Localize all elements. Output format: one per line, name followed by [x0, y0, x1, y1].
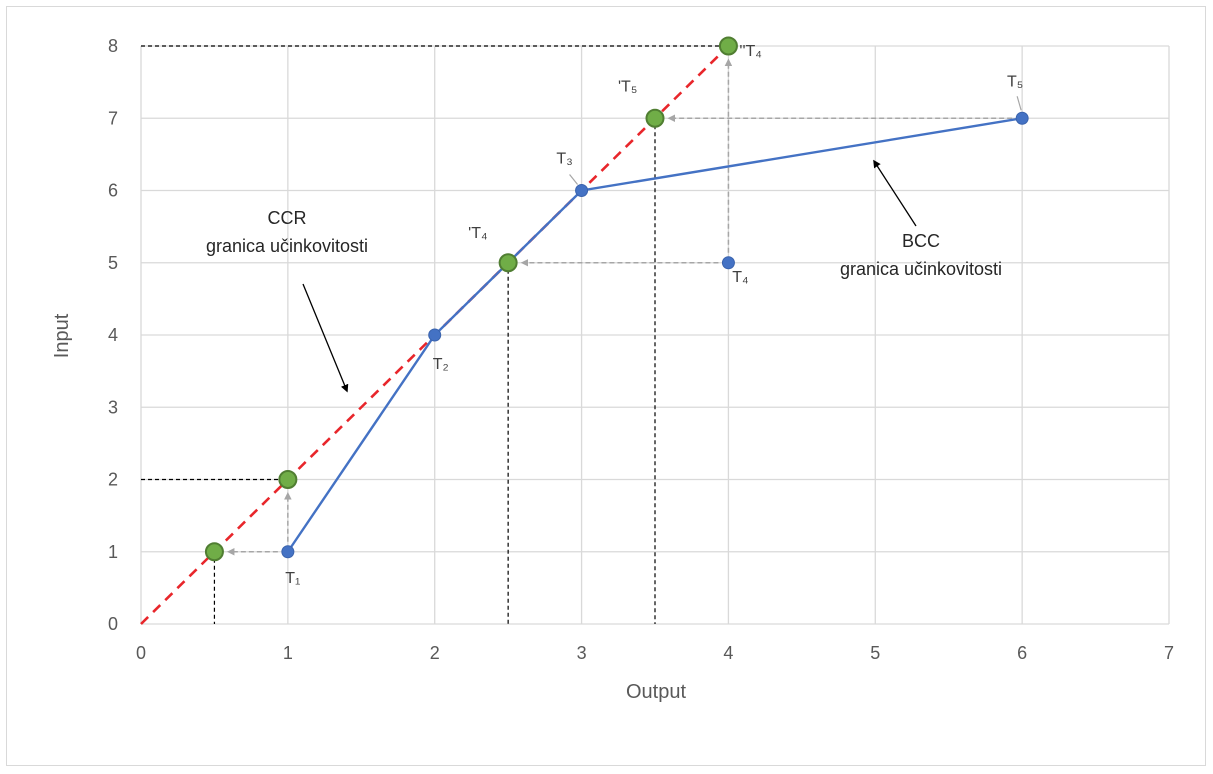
- projection-label: 'T₅: [618, 78, 637, 95]
- x-tick-label: 7: [1164, 643, 1174, 663]
- unit-point: [428, 328, 442, 342]
- unit-point: [721, 256, 735, 270]
- y-tick-label: 8: [108, 36, 118, 56]
- bcc-annotation-arrow: [873, 159, 917, 227]
- x-tick-label: 2: [430, 643, 440, 663]
- x-tick-label: 5: [870, 643, 880, 663]
- unit-label: T₂: [433, 356, 449, 373]
- points: [204, 36, 1029, 562]
- unit-label: T₁: [285, 570, 300, 587]
- x-tick-label: 0: [136, 643, 146, 663]
- efficient-point: [645, 108, 665, 128]
- ccr-annotation-line2: granica učinkovitosti: [206, 236, 368, 256]
- unit-label: T₅: [1007, 73, 1023, 90]
- guide-lines: [141, 45, 729, 624]
- unit-point: [281, 545, 295, 559]
- y-tick-label: 6: [108, 181, 118, 201]
- y-tick-label: 1: [108, 542, 118, 562]
- x-axis-title: Output: [626, 681, 686, 703]
- y-tick-label: 4: [108, 325, 118, 345]
- leader-line: [1016, 96, 1022, 111]
- efficient-point: [498, 253, 518, 273]
- y-tick-label: 2: [108, 470, 118, 490]
- chart-frame: [6, 6, 1206, 766]
- y-axis-title: Input: [51, 313, 73, 358]
- projection-label: ''T₄: [739, 43, 761, 60]
- unit-label: T₃: [556, 151, 572, 168]
- x-tick-label: 3: [577, 643, 587, 663]
- unit-point: [575, 184, 589, 197]
- ccr-annotation-line1: CCR: [268, 208, 307, 228]
- y-tick-label: 0: [108, 614, 118, 634]
- projection-label: 'T₄: [468, 225, 487, 242]
- y-tick-label: 5: [108, 253, 118, 273]
- x-tick-label: 4: [723, 643, 733, 663]
- unit-label: T₄: [732, 269, 748, 286]
- bcc-annotation-line1: BCC: [902, 231, 940, 251]
- efficient-point: [204, 542, 224, 562]
- unit-point: [1015, 111, 1029, 125]
- efficient-point: [278, 470, 298, 489]
- labels: 0 1 2 3 4 5 6 7 0 1 2 3 4 5 6 7 8 T₁ T₂ T₃ T₄ T₅ 'T₄ 'T₅ ''T₄: [108, 36, 1174, 663]
- x-tick-label: 1: [283, 643, 293, 663]
- x-tick-label: 6: [1017, 643, 1027, 663]
- ccr-annotation-arrow: [302, 283, 349, 393]
- bcc-annotation-line2: granica učinkovitosti: [840, 259, 1002, 279]
- leader-line: [569, 174, 579, 185]
- y-tick-label: 7: [108, 108, 118, 128]
- efficient-point: [718, 36, 738, 56]
- ccr-annotation: CCR granica učinkovitosti: [206, 208, 368, 393]
- y-tick-label: 3: [108, 397, 118, 417]
- projection-arrows: [226, 58, 1013, 556]
- bcc-annotation: BCC granica učinkovitosti: [840, 159, 1002, 279]
